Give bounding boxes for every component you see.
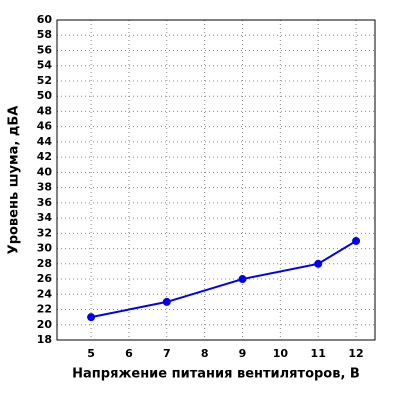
line: [90, 240, 357, 319]
y-tick-label: 22: [37, 303, 52, 316]
point: [352, 236, 361, 245]
y-tick-label: 42: [37, 150, 52, 163]
y-tick-label: 44: [37, 135, 53, 148]
y-tick-label: 34: [37, 211, 53, 224]
y-tick-label: 26: [37, 272, 53, 285]
x-tick-label: 9: [239, 347, 247, 360]
y-tick-label: 38: [37, 181, 52, 194]
x-tick-label: 5: [87, 347, 95, 360]
y-tick-label: 36: [37, 196, 53, 209]
x-tick-label: 10: [273, 347, 289, 360]
y-tick-label: 58: [37, 28, 52, 41]
plot-frame: [56, 19, 376, 341]
x-tick-label: 6: [125, 347, 133, 360]
x-axis-title: Напряжение питания вентиляторов, В: [72, 367, 360, 382]
y-tick-label: 40: [37, 165, 53, 178]
x-tick-label: 8: [201, 347, 209, 360]
y-tick-label: 28: [37, 257, 52, 270]
x-tick-label: 7: [163, 347, 171, 360]
x-tick-label: 12: [348, 347, 363, 360]
y-tick-label: 24: [37, 287, 53, 300]
y-tick-label: 30: [37, 242, 53, 255]
x-tick-label: 11: [311, 347, 326, 360]
y-tick-label: 50: [37, 89, 53, 102]
point: [238, 275, 247, 284]
y-tick-label: 46: [37, 120, 53, 133]
y-tick-label: 48: [37, 104, 52, 117]
point: [87, 313, 96, 322]
point: [162, 297, 171, 306]
y-tick-label: 52: [37, 74, 52, 87]
y-axis-title: Уровень шума, дБА: [7, 106, 22, 255]
y-tick-label: 32: [37, 226, 52, 239]
y-tick-label: 60: [37, 13, 53, 26]
y-tick-label: 18: [37, 333, 52, 346]
y-tick-label: 56: [37, 43, 53, 56]
y-tick-label: 20: [37, 318, 53, 331]
y-tick-label: 54: [37, 59, 53, 72]
point: [314, 259, 323, 268]
